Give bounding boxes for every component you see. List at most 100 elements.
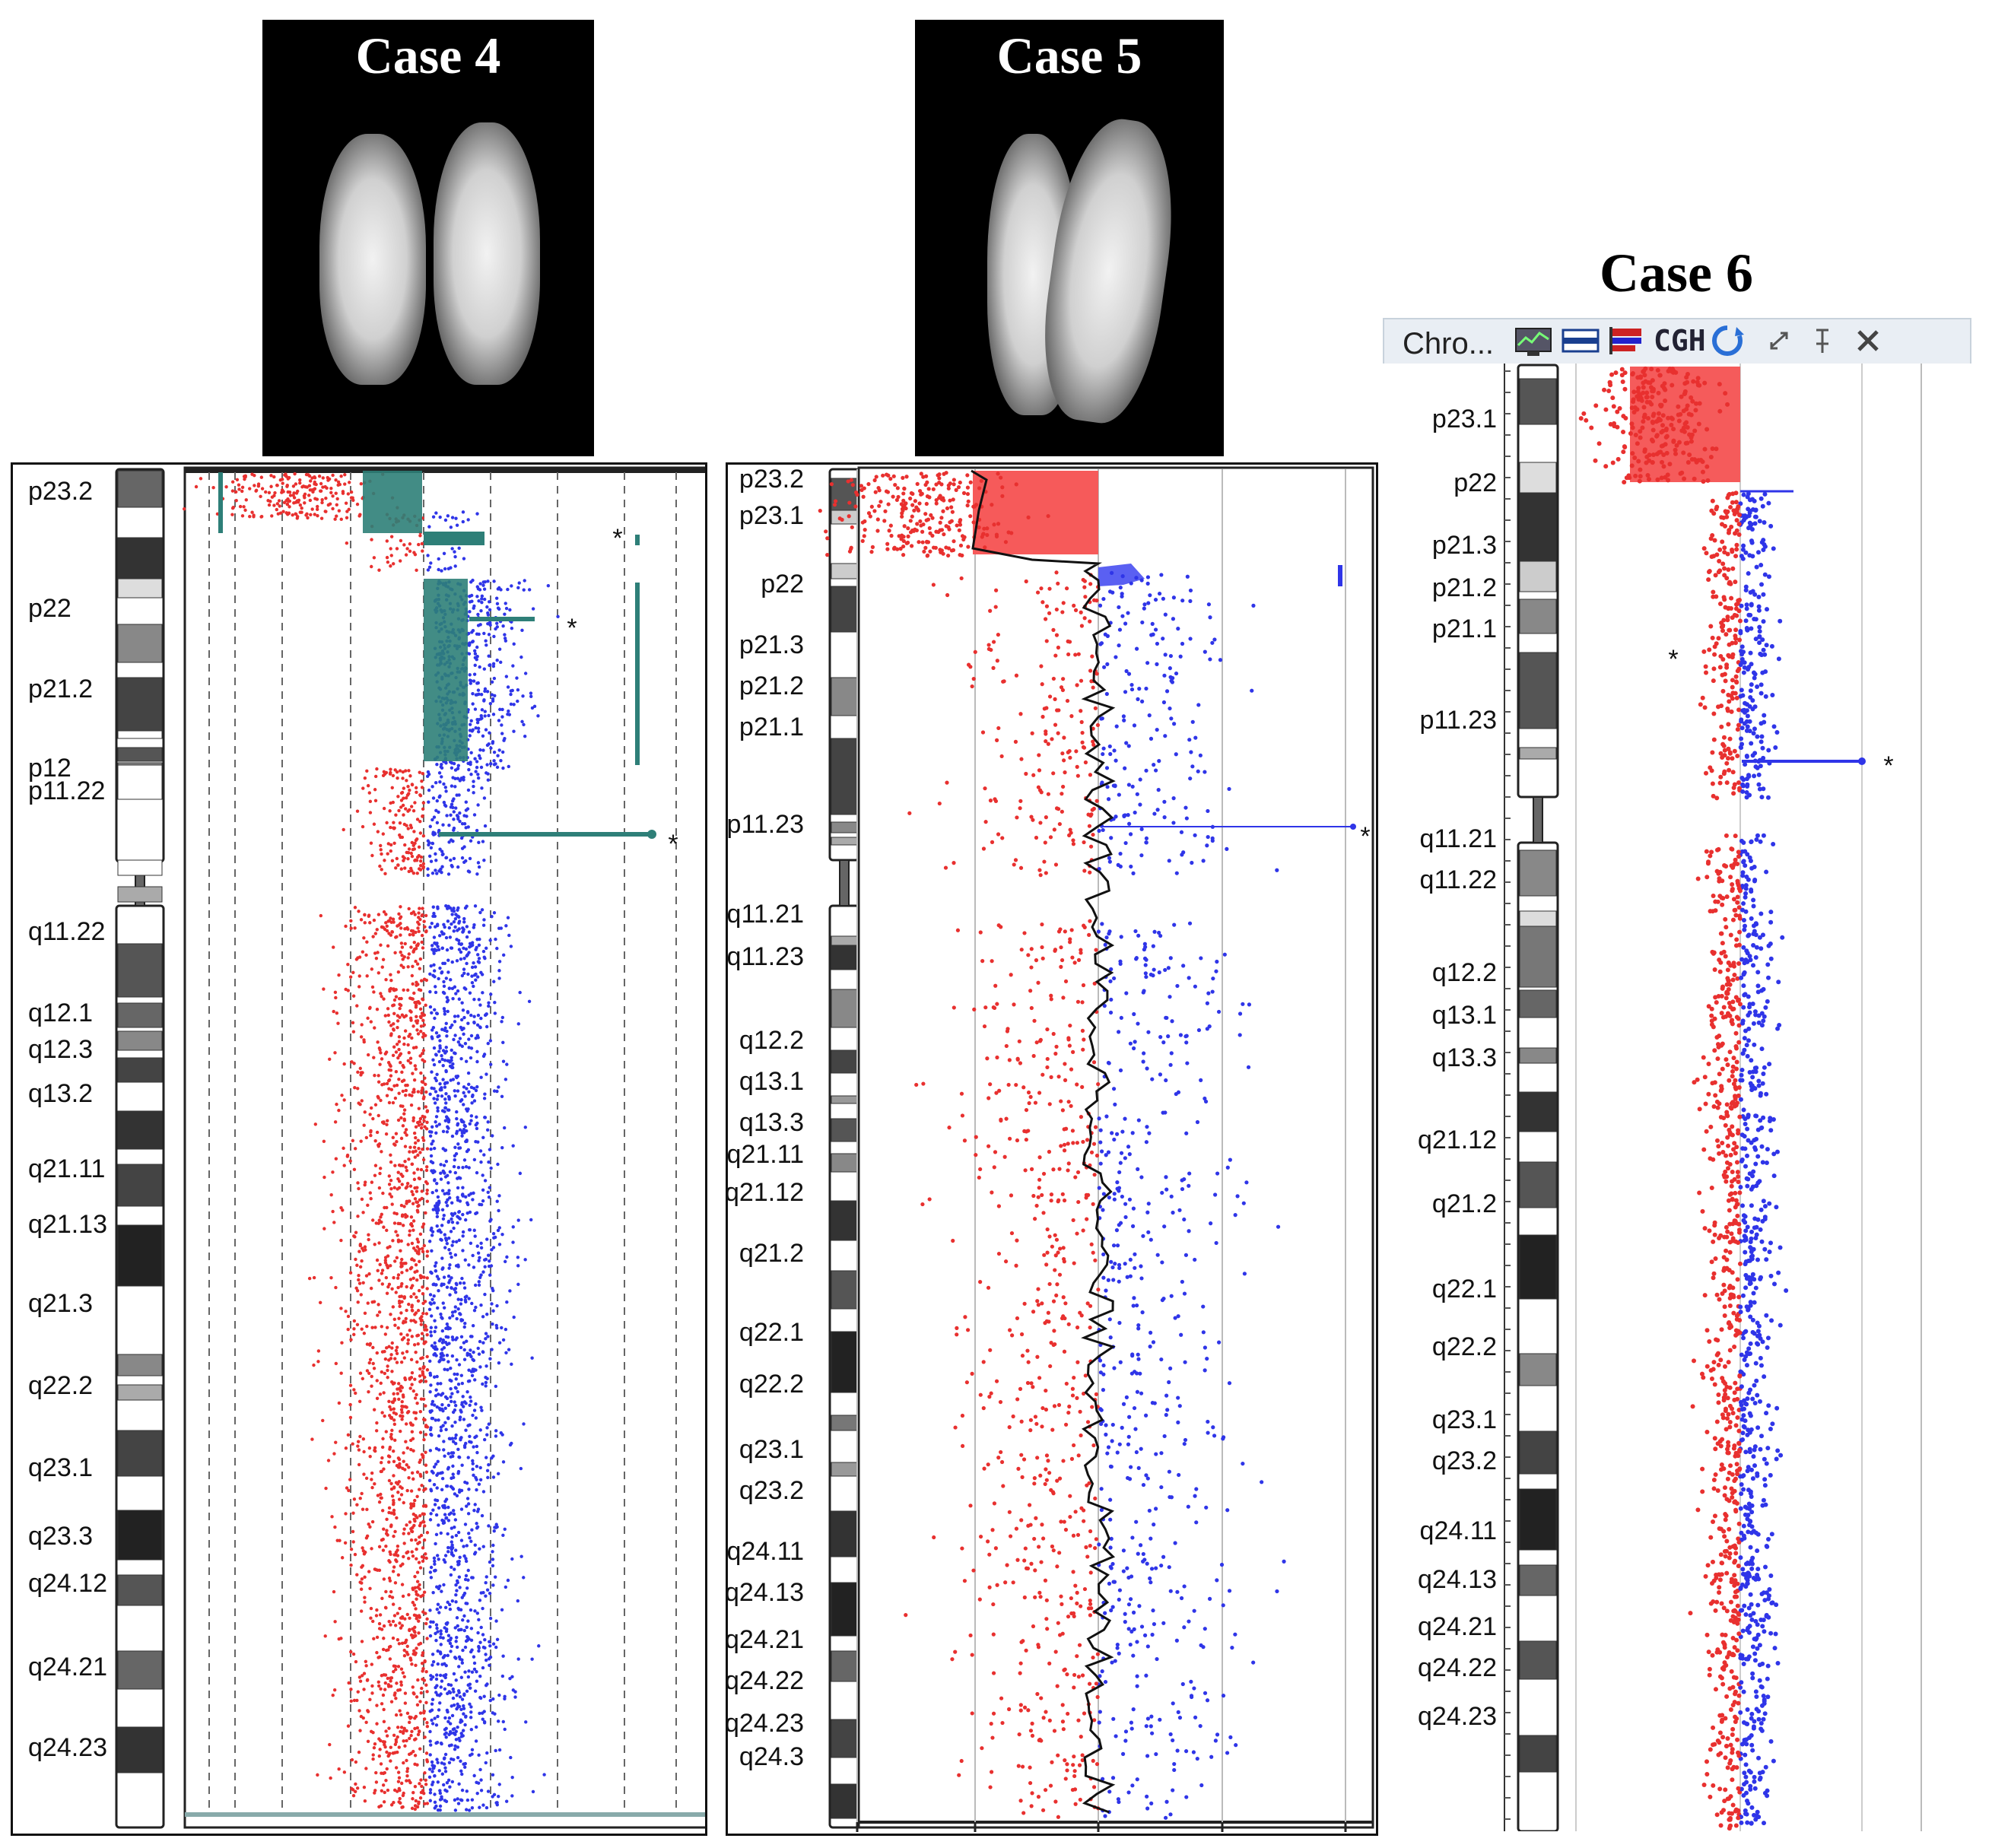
data-point <box>389 1803 394 1807</box>
data-point <box>403 843 407 847</box>
data-point <box>418 1458 422 1462</box>
data-point <box>389 1178 393 1183</box>
data-point <box>411 871 416 875</box>
data-point <box>366 1053 370 1057</box>
data-point <box>182 506 186 511</box>
ideogram-centromere <box>839 859 850 907</box>
data-point <box>433 1800 437 1805</box>
data-point <box>397 1397 401 1402</box>
data-point <box>888 523 893 528</box>
data-point <box>886 502 891 506</box>
data-point <box>491 662 496 666</box>
data-point <box>355 502 360 506</box>
data-point <box>403 1701 408 1705</box>
ideogram-band <box>117 624 163 663</box>
data-point <box>408 1329 411 1332</box>
data-point <box>503 1259 507 1264</box>
data-point <box>402 1078 406 1082</box>
data-point <box>394 1348 399 1353</box>
data-point <box>1113 1102 1117 1107</box>
data-point <box>479 1016 483 1021</box>
data-point <box>513 1695 517 1699</box>
data-point <box>512 642 516 646</box>
data-point <box>401 1104 405 1108</box>
data-point <box>999 1450 1003 1455</box>
data-point <box>431 1659 436 1664</box>
data-point <box>491 741 494 745</box>
data-point <box>354 1659 358 1664</box>
data-point <box>496 754 500 757</box>
data-point <box>430 1399 435 1404</box>
data-point <box>427 800 430 804</box>
data-point <box>304 472 309 477</box>
data-point <box>1068 1023 1072 1028</box>
data-point <box>455 1132 459 1135</box>
data-point <box>396 1392 400 1396</box>
data-point <box>415 1580 420 1583</box>
data-point <box>445 999 450 1004</box>
data-point <box>494 1748 497 1753</box>
data-point <box>429 561 433 565</box>
data-point <box>365 1369 370 1373</box>
data-point <box>381 832 386 836</box>
data-point <box>383 1740 386 1744</box>
data-point <box>915 481 920 487</box>
data-point <box>473 652 478 656</box>
data-point <box>389 825 392 830</box>
data-point <box>437 567 440 572</box>
data-point <box>1135 1777 1139 1782</box>
band-label-q13.3: q13.3 <box>739 1108 804 1137</box>
data-point <box>375 1421 379 1425</box>
data-point <box>407 792 411 795</box>
data-point <box>354 1782 357 1786</box>
data-point <box>487 1657 491 1661</box>
data-point <box>457 1575 462 1579</box>
data-point <box>435 1124 439 1128</box>
data-point <box>468 1403 472 1407</box>
data-point <box>420 1052 424 1056</box>
data-point <box>379 992 383 995</box>
data-point <box>256 482 261 486</box>
chromosome-right <box>434 122 540 385</box>
data-point <box>411 1477 415 1481</box>
data-point <box>461 1395 465 1399</box>
data-point <box>412 1090 416 1094</box>
data-point <box>475 1049 479 1054</box>
data-point <box>517 581 521 585</box>
data-point <box>415 1695 419 1699</box>
data-point <box>368 1525 372 1529</box>
data-point <box>433 1341 437 1345</box>
data-point <box>840 517 844 522</box>
data-point <box>453 1400 456 1404</box>
data-point <box>356 1087 360 1091</box>
data-point <box>449 1366 453 1370</box>
data-point <box>408 1267 413 1271</box>
data-point <box>488 1591 492 1596</box>
band-label-q24.23: q24.23 <box>728 1709 804 1738</box>
data-point <box>383 927 387 932</box>
data-point <box>900 514 904 519</box>
data-point <box>443 1732 447 1736</box>
data-point <box>405 1446 410 1450</box>
data-point <box>1275 868 1279 872</box>
data-point <box>346 1314 351 1319</box>
data-point <box>484 728 488 732</box>
data-point <box>546 583 551 588</box>
data-point <box>473 1543 477 1547</box>
data-point <box>431 1675 435 1679</box>
data-point <box>384 1545 388 1548</box>
data-point <box>275 507 278 512</box>
data-point <box>464 1573 469 1578</box>
data-point <box>475 1488 478 1492</box>
data-point <box>945 506 950 511</box>
data-point <box>1196 769 1200 773</box>
data-point <box>427 1307 432 1311</box>
data-point <box>445 1708 450 1713</box>
data-point <box>373 1446 377 1450</box>
data-point <box>361 1437 366 1441</box>
data-point <box>405 1350 409 1354</box>
data-point <box>443 1367 446 1371</box>
data-point <box>494 1434 498 1438</box>
data-point <box>394 1230 398 1234</box>
data-point <box>485 1313 489 1316</box>
